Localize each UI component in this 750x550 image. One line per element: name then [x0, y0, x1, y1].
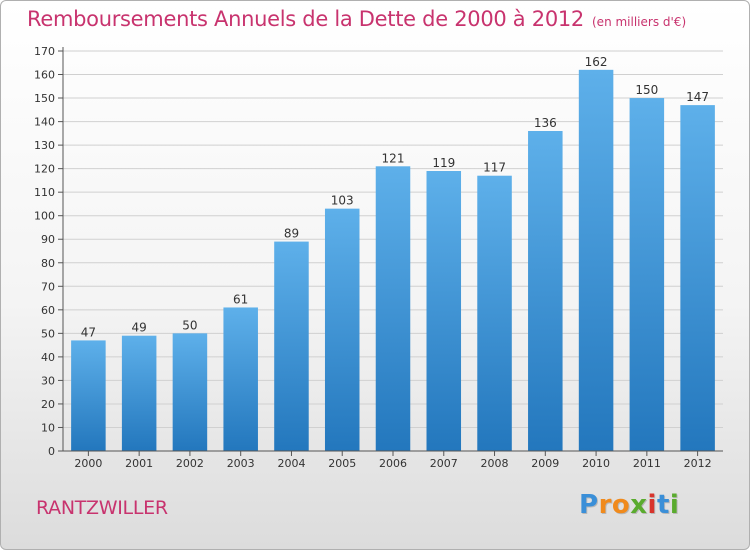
- y-tick-label: 160: [34, 69, 55, 82]
- x-tick-label: 2012: [684, 457, 712, 470]
- logo-letter: o: [611, 490, 631, 520]
- y-tick-label: 70: [41, 280, 55, 293]
- bar-2001: [121, 335, 157, 451]
- chart-title-text: Remboursements Annuels de la Dette de 20…: [27, 7, 584, 31]
- x-tick-label: 2009: [531, 457, 559, 470]
- x-tick-label: 2004: [277, 457, 305, 470]
- logo-letter: r: [598, 490, 612, 520]
- y-tick-label: 60: [41, 304, 55, 317]
- bar-value-label: 119: [432, 156, 455, 170]
- bar-2011: [629, 98, 665, 451]
- x-tick-label: 2007: [430, 457, 458, 470]
- bars: 47 49 50 61 89 103 121 119 117 136 162 150 147: [71, 55, 715, 452]
- logo-letter: i: [669, 490, 680, 520]
- bar-2008: [477, 175, 512, 452]
- bar-value-label: 117: [483, 161, 506, 175]
- x-tick-label: 2000: [74, 457, 102, 470]
- bar-2007: [426, 171, 462, 451]
- chart-subtitle: (en milliers d'€): [592, 15, 687, 29]
- y-tick-label: 0: [48, 445, 55, 458]
- x-tick-label: 2005: [328, 457, 356, 470]
- bar-2000: [71, 340, 106, 451]
- y-tick-label: 120: [34, 163, 55, 176]
- y-tick-label: 30: [41, 374, 55, 387]
- bar-2002: [172, 333, 208, 451]
- bar-2003: [223, 307, 258, 451]
- x-tick-label: 2011: [633, 457, 661, 470]
- bar-value-label: 49: [132, 321, 147, 335]
- bar-2012: [680, 105, 715, 451]
- commune-name: RANTZWILLER: [36, 497, 168, 519]
- bar-value-label: 150: [635, 83, 658, 97]
- proxiti-logo: Proxiti: [579, 490, 679, 520]
- y-tick-label: 50: [41, 327, 55, 340]
- x-tick-label: 2001: [125, 457, 153, 470]
- x-tick-label: 2006: [379, 457, 407, 470]
- bar-2010: [578, 69, 614, 451]
- x-tick-label: 2008: [481, 457, 509, 470]
- bar-value-label: 147: [686, 90, 709, 104]
- bar-2004: [274, 241, 309, 451]
- y-tick-label: 90: [41, 233, 55, 246]
- x-tick-label: 2010: [582, 457, 610, 470]
- bar-2009: [528, 131, 563, 451]
- bar-value-label: 162: [585, 55, 608, 69]
- bar-2006: [375, 166, 411, 451]
- x-tick-label: 2003: [227, 457, 255, 470]
- y-tick-label: 110: [34, 186, 55, 199]
- y-tick-label: 170: [34, 45, 55, 58]
- bar-2005: [324, 208, 360, 451]
- y-tick-label: 100: [34, 210, 55, 223]
- bar-value-label: 61: [233, 292, 248, 306]
- logo-letter: P: [579, 490, 599, 520]
- chart-title: Remboursements Annuels de la Dette de 20…: [27, 7, 686, 31]
- logo-letter: x: [630, 490, 648, 520]
- y-tick-label: 130: [34, 139, 55, 152]
- logo-letter: t: [656, 490, 670, 520]
- bar-value-label: 121: [382, 151, 405, 165]
- y-tick-label: 20: [41, 398, 55, 411]
- bar-value-label: 89: [284, 227, 299, 241]
- bar-value-label: 50: [182, 318, 197, 332]
- y-tick-label: 40: [41, 351, 55, 364]
- x-tick-label: 2002: [176, 457, 204, 470]
- y-tick-label: 80: [41, 257, 55, 270]
- y-tick-label: 10: [41, 421, 55, 434]
- y-tick-label: 140: [34, 116, 55, 129]
- bar-value-label: 47: [81, 325, 96, 339]
- bar-value-label: 136: [534, 116, 557, 130]
- y-tick-label: 150: [34, 92, 55, 105]
- bar-value-label: 103: [331, 194, 354, 208]
- axes: 0 10 20 30 40 50 60 70 80 90 100 110 120 130 140 150 160…: [34, 45, 723, 470]
- logo-letter: i: [647, 490, 657, 520]
